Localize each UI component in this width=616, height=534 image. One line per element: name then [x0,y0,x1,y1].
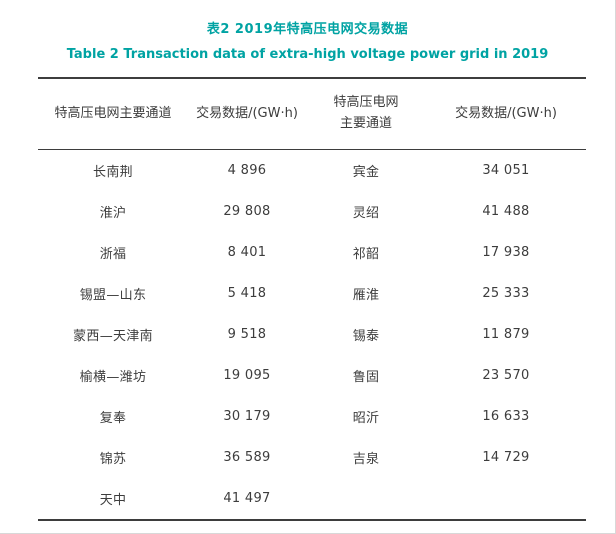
channel-cell: 天中 [99,493,127,508]
table-row: 淮沪 29 808 灵绍 41 488 [38,191,586,232]
value-cell: 4 896 [227,163,267,178]
channel-cell: 榆横—潍坊 [79,370,147,385]
channel-cell: 鲁固 [352,370,380,385]
value-cell: 41 497 [223,491,271,506]
header-data-right: 交易数据/(GW·h) [426,78,586,150]
value-cell: 19 095 [223,368,271,383]
value-cell: 8 401 [227,245,267,260]
table-body: 长南荆 4 896 宾金 34 051 淮沪 29 808 灵绍 41 488 浙福 8 401 祁… [38,150,586,521]
value-cell: 9 518 [227,327,267,342]
table-row: 蒙西—天津南 9 518 锡泰 11 879 [38,314,586,355]
channel-cell: 复奉 [99,411,127,426]
channel-cell: 锡泰 [352,329,380,344]
value-cell: 16 633 [482,409,530,424]
channel-cell [306,478,426,520]
value-cell: 17 938 [482,245,530,260]
table-row: 锦苏 36 589 吉泉 14 729 [38,437,586,478]
channel-cell: 雁淮 [352,288,380,303]
table-header-row: 特高压电网主要通道 交易数据/(GW·h) 特高压电网 主要通道 交易数据/(G… [38,78,586,150]
value-cell: 41 488 [482,204,530,219]
table-row: 天中 41 497 [38,478,586,520]
value-cell: 5 418 [227,286,267,301]
value-cell: 11 879 [482,327,530,342]
value-cell: 34 051 [482,163,530,178]
channel-cell: 吉泉 [352,452,380,467]
table-row: 浙福 8 401 祁韶 17 938 [38,232,586,273]
table-row: 复奉 30 179 昭沂 16 633 [38,396,586,437]
value-cell: 29 808 [223,204,271,219]
channel-cell: 灵绍 [352,206,380,221]
channel-cell: 祁韶 [352,247,380,262]
channel-cell: 浙福 [99,247,127,262]
value-cell [426,478,586,520]
channel-cell: 蒙西—天津南 [73,329,153,344]
table-title-zh: 表2 2019年特高压电网交易数据 [206,22,409,37]
table-title-en: Table 2 Transaction data of extra-high v… [66,47,549,62]
table-row: 榆横—潍坊 19 095 鲁固 23 570 [38,355,586,396]
channel-cell: 锦苏 [99,452,127,467]
header-data-left: 交易数据/(GW·h) [188,78,306,150]
value-cell: 14 729 [482,450,530,465]
header-channel-right: 特高压电网 主要通道 [306,78,426,150]
table-row: 锡盟—山东 5 418 雁淮 25 333 [38,273,586,314]
value-cell: 30 179 [223,409,271,424]
value-cell: 23 570 [482,368,530,383]
table-row: 长南荆 4 896 宾金 34 051 [38,150,586,192]
transaction-table: 特高压电网主要通道 交易数据/(GW·h) 特高压电网 主要通道 交易数据/(G… [38,77,586,521]
value-cell: 36 589 [223,450,271,465]
header-channel-left: 特高压电网主要通道 [38,78,188,150]
channel-cell: 长南荆 [93,165,133,180]
channel-cell: 淮沪 [99,206,127,221]
channel-cell: 锡盟—山东 [79,288,147,303]
channel-cell: 昭沂 [352,411,380,426]
channel-cell: 宾金 [352,165,380,180]
value-cell: 25 333 [482,286,530,301]
